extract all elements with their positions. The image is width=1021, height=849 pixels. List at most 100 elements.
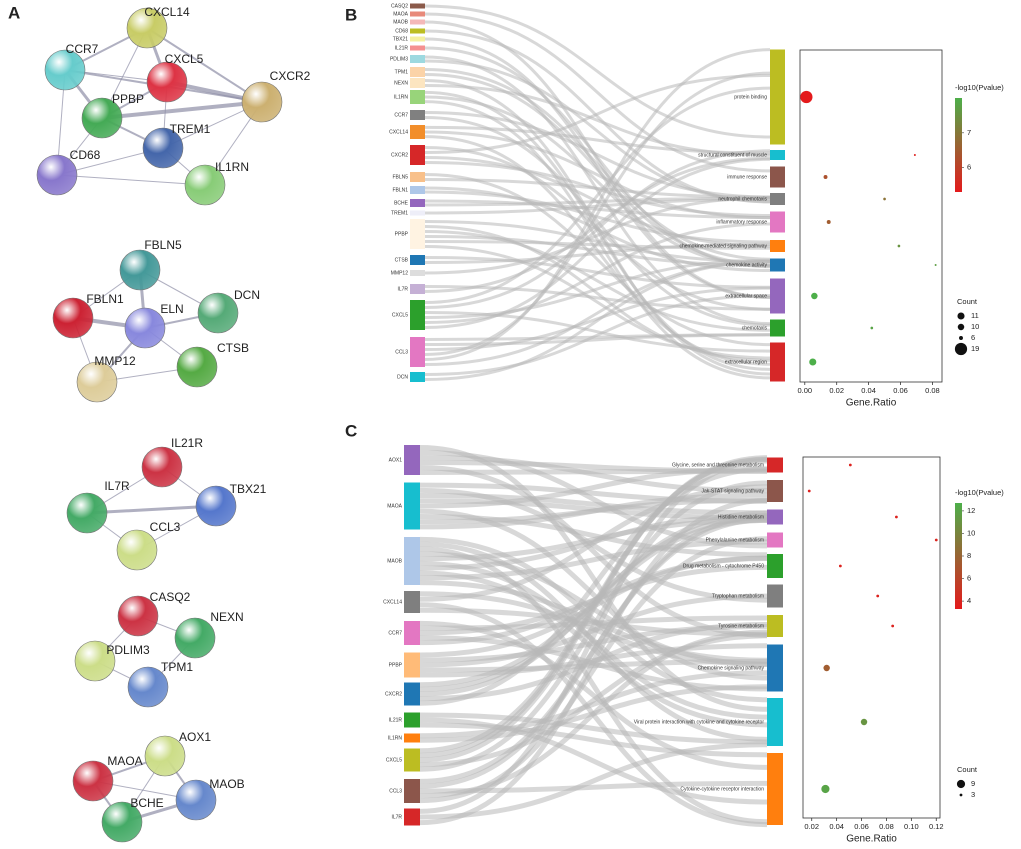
size-key-label: 19 (971, 344, 979, 353)
node-label: MAOB (209, 777, 244, 791)
dot (800, 90, 813, 104)
gene-label: IL7R (391, 814, 402, 820)
network-node (126, 7, 168, 49)
gene-node (404, 712, 420, 728)
flow (419, 458, 768, 814)
gene-label: FBLN1 (392, 187, 408, 193)
term-label: Chemokine signaling pathway (698, 665, 765, 671)
term-label: immune response (727, 174, 767, 180)
node-label: PDLIM3 (106, 643, 150, 657)
flow (424, 59, 771, 203)
term-node (767, 584, 783, 608)
network-node (174, 617, 216, 659)
term-label: extracellular space (725, 293, 767, 299)
size-key (959, 793, 963, 797)
color-tick-label: 6 (967, 574, 971, 583)
term-label: inflammatory response (716, 219, 767, 225)
color-tick-label: 4 (967, 596, 971, 605)
size-key-label: 3 (971, 790, 975, 799)
flow (424, 245, 771, 360)
x-axis-label: Gene.Ratio (846, 398, 897, 409)
node-label: IL1RN (215, 160, 249, 174)
size-key (956, 779, 966, 789)
dot (891, 624, 895, 628)
term-label: Tryptophan metabolism (712, 593, 764, 599)
dot (809, 358, 817, 366)
network-node (119, 249, 161, 291)
gene-node (410, 186, 425, 194)
dot (821, 784, 830, 794)
term-label: structural constituent of muscle (698, 152, 767, 158)
network-edge (86, 504, 217, 515)
term-node (770, 319, 785, 337)
x-tick-label: 0.10 (904, 822, 919, 831)
size-legend-title: Count (957, 297, 978, 306)
gene-label: BCHE (394, 200, 409, 206)
flow (424, 86, 771, 304)
color-legend-title: -log10(Pvalue) (955, 83, 1004, 92)
network-node (142, 127, 184, 169)
term-node (767, 615, 783, 637)
network-node (116, 529, 158, 571)
node-label: CCR7 (66, 42, 99, 56)
color-tick-label: 10 (967, 528, 975, 537)
node-label: CD68 (70, 148, 101, 162)
gene-label: CTSB (395, 257, 409, 263)
gene-node (410, 36, 425, 42)
flow (424, 12, 771, 173)
size-key-label: 10 (971, 322, 979, 331)
dot (895, 515, 898, 519)
gene-label: CD68 (395, 28, 408, 34)
gene-node (410, 372, 425, 382)
network-edge (101, 100, 263, 120)
gene-label: CCL3 (389, 788, 402, 794)
node-label: CXCR2 (270, 69, 311, 83)
gene-node (410, 337, 425, 367)
term-label: chemokine activity (726, 262, 767, 268)
network-node (72, 760, 114, 802)
gene-label: CASQ2 (391, 3, 408, 9)
network-node (66, 492, 108, 534)
flow (419, 670, 768, 739)
x-tick-label: 0.12 (929, 822, 944, 831)
gene-label: MAOA (387, 503, 402, 509)
color-bar (955, 98, 962, 192)
node-label: PPBP (112, 92, 144, 106)
network-node (52, 297, 94, 339)
node-label: TBX21 (230, 482, 267, 496)
gene-node (410, 300, 425, 330)
size-key (954, 342, 968, 356)
gene-label: CXCL14 (389, 129, 408, 135)
gene-label: PDLIM3 (390, 56, 408, 62)
gene-node (404, 591, 420, 613)
term-node (770, 49, 785, 145)
dot (883, 197, 886, 201)
dot (876, 594, 880, 598)
term-node (767, 457, 783, 473)
gene-node (410, 78, 425, 88)
term-label: chemokine-mediated signaling pathway (679, 243, 767, 249)
flow (424, 73, 771, 154)
gene-node (404, 537, 420, 585)
network-node (197, 292, 239, 334)
flow (424, 73, 771, 267)
color-tick-label: 6 (967, 163, 971, 172)
term-node (770, 150, 785, 160)
dot (897, 244, 901, 248)
gene-label: CXCL5 (392, 312, 408, 318)
flow (424, 196, 771, 275)
color-tick-label: 7 (967, 128, 971, 137)
x-tick-label: 0.06 (854, 822, 869, 831)
term-label: neutrophil chemotaxis (718, 196, 767, 202)
term-label: extracellular region (725, 359, 767, 365)
flow (419, 712, 768, 745)
flow (419, 484, 768, 602)
gene-node (410, 199, 425, 207)
flow (419, 722, 768, 758)
flow (419, 742, 768, 820)
node-label: NEXN (210, 610, 243, 624)
gene-label: PPBP (389, 662, 403, 668)
size-key (957, 312, 965, 320)
gene-node (404, 733, 420, 743)
plot-frame (802, 456, 941, 819)
